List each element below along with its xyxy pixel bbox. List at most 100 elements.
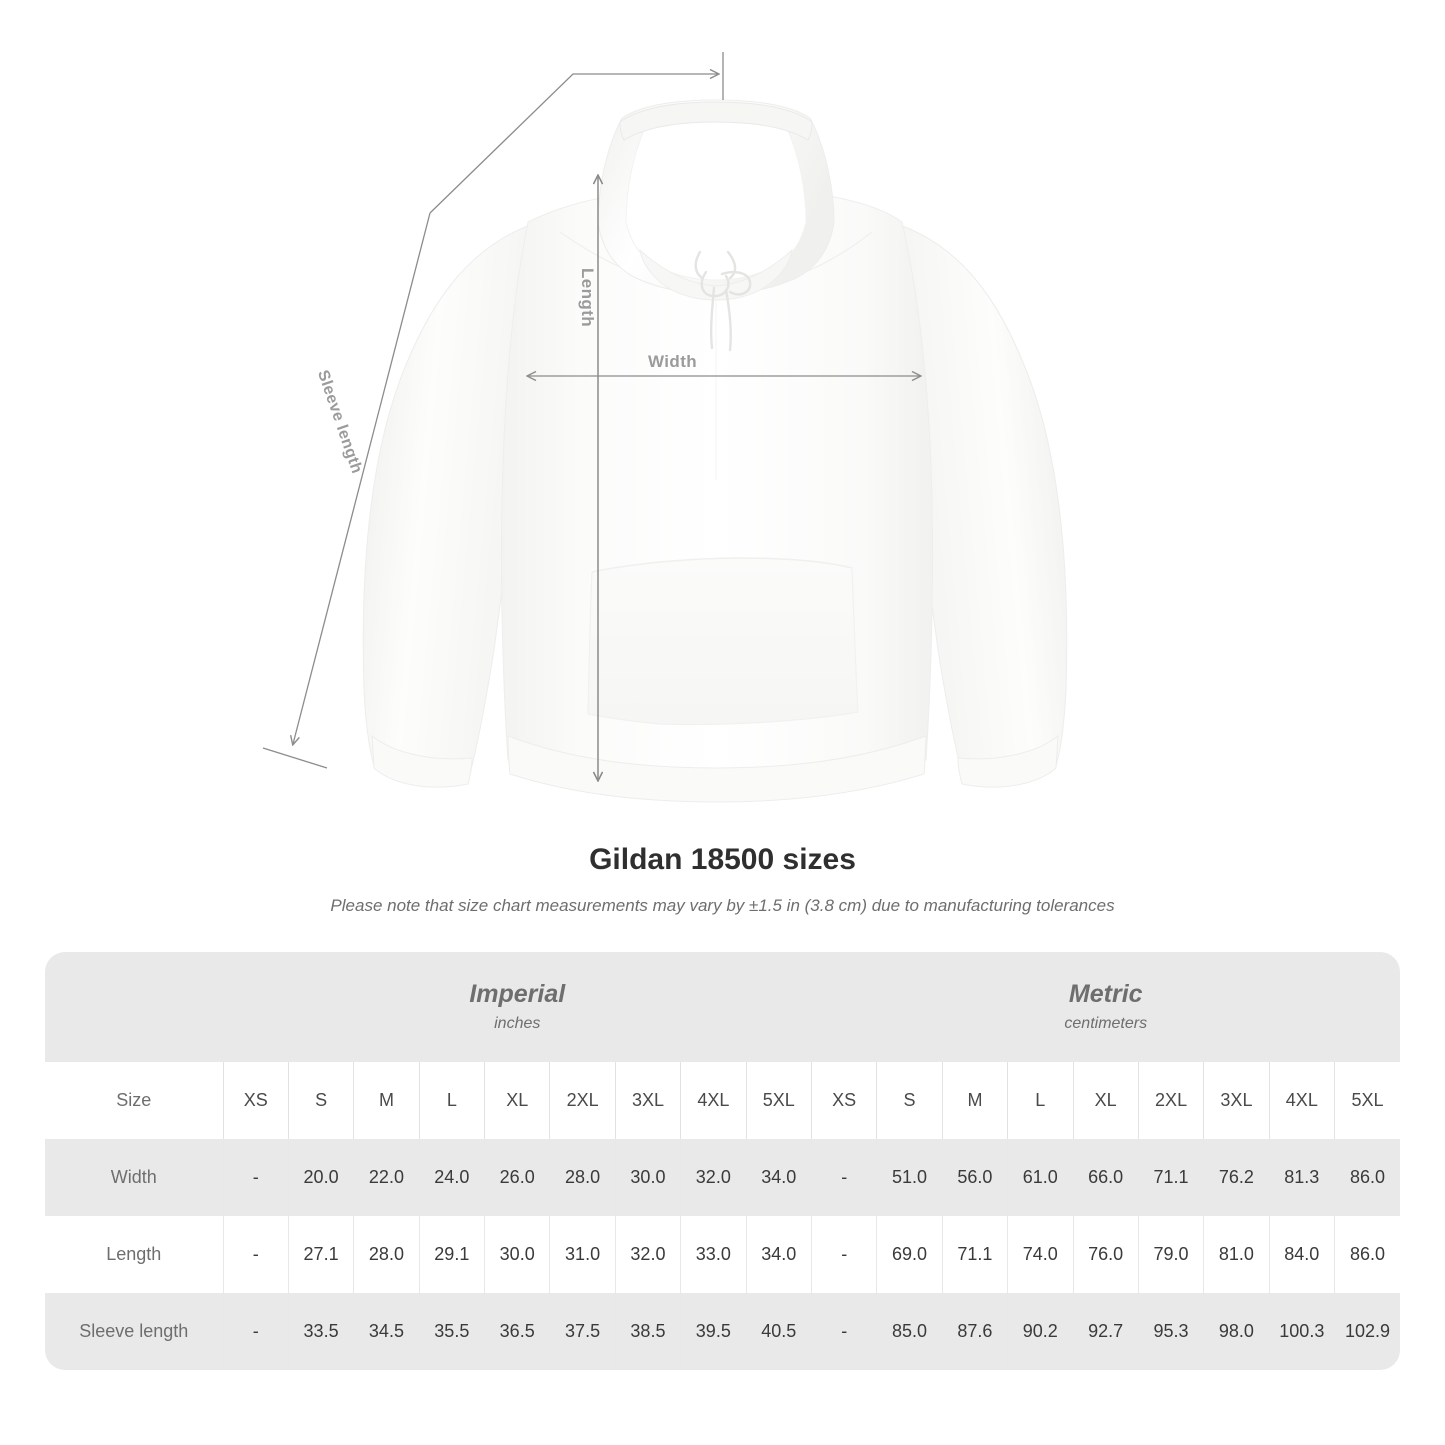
cell-width-metric-2xl: 71.1	[1137, 1139, 1204, 1216]
size-col-imperial-3xl: 3XL	[614, 1062, 681, 1139]
cell-width-metric-xl: 66.0	[1072, 1139, 1139, 1216]
size-col-imperial-2xl: 2XL	[549, 1062, 616, 1139]
page-title: Gildan 18500 sizes	[589, 843, 856, 876]
unit-sub-imperial: inches	[494, 1015, 541, 1032]
unit-group-imperial: Imperial inches	[223, 952, 812, 1062]
size-col-metric-m: M	[941, 1062, 1008, 1139]
size-col-imperial-4xl: 4XL	[680, 1062, 747, 1139]
unit-sub-metric: centimeters	[1064, 1015, 1148, 1032]
unit-name-imperial: Imperial	[469, 980, 566, 1008]
size-col-metric-xs: XS	[810, 1062, 877, 1139]
row-label-width: Width	[45, 1139, 224, 1216]
size-col-metric-s: S	[876, 1062, 943, 1139]
cell-width-imperial-2xl: 28.0	[549, 1139, 616, 1216]
cell-length-metric-l: 74.0	[1007, 1216, 1073, 1293]
unit-banner-row: Imperial inches Metric centimeters	[45, 952, 1400, 1062]
cell-length-imperial-4xl: 33.0	[680, 1216, 747, 1293]
length-label: Length	[578, 268, 597, 328]
cell-sleeve-length-imperial-2xl: 37.5	[549, 1293, 616, 1370]
cell-width-metric-3xl: 76.2	[1203, 1139, 1270, 1216]
hoodie-diagram-svg	[262, 52, 1068, 803]
cell-length-metric-2xl: 79.0	[1137, 1216, 1204, 1293]
hoodie-illustration: Length Width Sleeve length	[262, 52, 1068, 803]
measurement-lines	[262, 52, 920, 780]
row-label-length: Length	[45, 1216, 224, 1293]
cell-width-imperial-5xl: 34.0	[745, 1139, 812, 1216]
hoodie-garment	[362, 99, 1068, 803]
cell-sleeve-length-imperial-xs: -	[222, 1293, 289, 1370]
hood-drawstring	[694, 250, 752, 352]
size-col-metric-xl: XL	[1072, 1062, 1139, 1139]
row-label-sleeve-length: Sleeve length	[45, 1293, 224, 1370]
unit-banner-spacer	[45, 952, 224, 1062]
cell-width-metric-m: 56.0	[941, 1139, 1008, 1216]
cell-sleeve-length-imperial-5xl: 40.5	[745, 1293, 812, 1370]
cell-length-metric-3xl: 81.0	[1203, 1216, 1270, 1293]
cell-width-imperial-4xl: 32.0	[680, 1139, 747, 1216]
cell-sleeve-length-metric-m: 87.6	[941, 1293, 1008, 1370]
cell-width-metric-5xl: 86.0	[1334, 1139, 1400, 1216]
cell-sleeve-length-metric-xl: 92.7	[1072, 1293, 1139, 1370]
cell-sleeve-length-metric-xs: -	[810, 1293, 877, 1370]
cell-length-imperial-xl: 30.0	[484, 1216, 550, 1293]
size-col-metric-5xl: 5XL	[1334, 1062, 1400, 1139]
size-col-metric-l: L	[1007, 1062, 1073, 1139]
cell-sleeve-length-imperial-s: 33.5	[287, 1293, 354, 1370]
cell-length-imperial-l: 29.1	[418, 1216, 485, 1293]
cell-width-imperial-l: 24.0	[418, 1139, 485, 1216]
table-row: Length -27.1 28.0 29.1 30.0 31.0 32.0 33.0 34.0-…	[45, 1216, 1400, 1293]
cell-length-metric-5xl: 86.0	[1334, 1216, 1400, 1293]
cell-sleeve-length-imperial-3xl: 38.5	[614, 1293, 681, 1370]
cell-width-imperial-xl: 26.0	[484, 1139, 550, 1216]
size-header-row: Size XS S M L XL 2XL 3XL 4XL 5XL XS S M L XL 2XL 3XL 4XL 5…	[45, 1062, 1400, 1139]
cell-sleeve-length-metric-l: 90.2	[1007, 1293, 1073, 1370]
size-header-label: Size	[45, 1062, 224, 1139]
cell-width-imperial-s: 20.0	[287, 1139, 354, 1216]
cell-length-metric-4xl: 84.0	[1268, 1216, 1335, 1293]
size-col-metric-3xl: 3XL	[1203, 1062, 1270, 1139]
cell-width-metric-l: 61.0	[1007, 1139, 1073, 1216]
cell-width-metric-s: 51.0	[876, 1139, 943, 1216]
size-col-imperial-xs: XS	[222, 1062, 289, 1139]
cell-sleeve-length-imperial-l: 35.5	[418, 1293, 485, 1370]
sleeve-length-line	[429, 74, 718, 214]
size-table: Imperial inches Metric centimeters Size XS S M L…	[45, 952, 1400, 1370]
size-col-imperial-5xl: 5XL	[745, 1062, 812, 1139]
width-label: Width	[648, 352, 698, 371]
size-table-container: Imperial inches Metric centimeters Size XS S M L…	[45, 952, 1400, 1370]
cell-sleeve-length-imperial-m: 34.5	[353, 1293, 420, 1370]
cell-sleeve-length-imperial-xl: 36.5	[484, 1293, 550, 1370]
cell-width-imperial-3xl: 30.0	[614, 1139, 681, 1216]
cell-sleeve-length-metric-4xl: 100.3	[1268, 1293, 1335, 1370]
sleeve-bottom-tick	[262, 747, 328, 769]
cell-width-metric-4xl: 81.3	[1268, 1139, 1335, 1216]
cell-length-imperial-2xl: 31.0	[549, 1216, 616, 1293]
unit-group-metric: Metric centimeters	[811, 952, 1400, 1062]
size-col-metric-2xl: 2XL	[1137, 1062, 1204, 1139]
cell-sleeve-length-metric-2xl: 95.3	[1137, 1293, 1204, 1370]
size-col-imperial-l: L	[418, 1062, 485, 1139]
cell-length-imperial-s: 27.1	[287, 1216, 354, 1293]
cell-length-metric-xs: -	[810, 1216, 877, 1293]
size-col-imperial-s: S	[287, 1062, 354, 1139]
cell-length-imperial-m: 28.0	[353, 1216, 420, 1293]
tolerance-note: Please note that size chart measurements…	[330, 896, 1115, 915]
cell-width-imperial-xs: -	[222, 1139, 289, 1216]
size-col-imperial-m: M	[353, 1062, 420, 1139]
cell-length-metric-m: 71.1	[941, 1216, 1008, 1293]
cell-width-metric-xs: -	[810, 1139, 877, 1216]
cell-length-metric-xl: 76.0	[1072, 1216, 1139, 1293]
title-block: Gildan 18500 sizes Please note that size…	[0, 840, 1445, 918]
table-row: Width -20.0 22.0 24.0 26.0 28.0 30.0 32.0 34.0-5…	[45, 1139, 1400, 1216]
size-col-imperial-xl: XL	[484, 1062, 550, 1139]
cell-length-imperial-3xl: 32.0	[614, 1216, 681, 1293]
table-row: Sleeve length -33.5 34.5 35.5 36.5 37.5 38.5 39…	[45, 1293, 1400, 1370]
cell-sleeve-length-metric-5xl: 102.9	[1334, 1293, 1400, 1370]
cell-sleeve-length-metric-3xl: 98.0	[1203, 1293, 1270, 1370]
cell-length-imperial-5xl: 34.0	[745, 1216, 812, 1293]
cell-sleeve-length-metric-s: 85.0	[876, 1293, 943, 1370]
unit-name-metric: Metric	[1068, 980, 1143, 1008]
cell-sleeve-length-imperial-4xl: 39.5	[680, 1293, 747, 1370]
cell-length-metric-s: 69.0	[876, 1216, 943, 1293]
